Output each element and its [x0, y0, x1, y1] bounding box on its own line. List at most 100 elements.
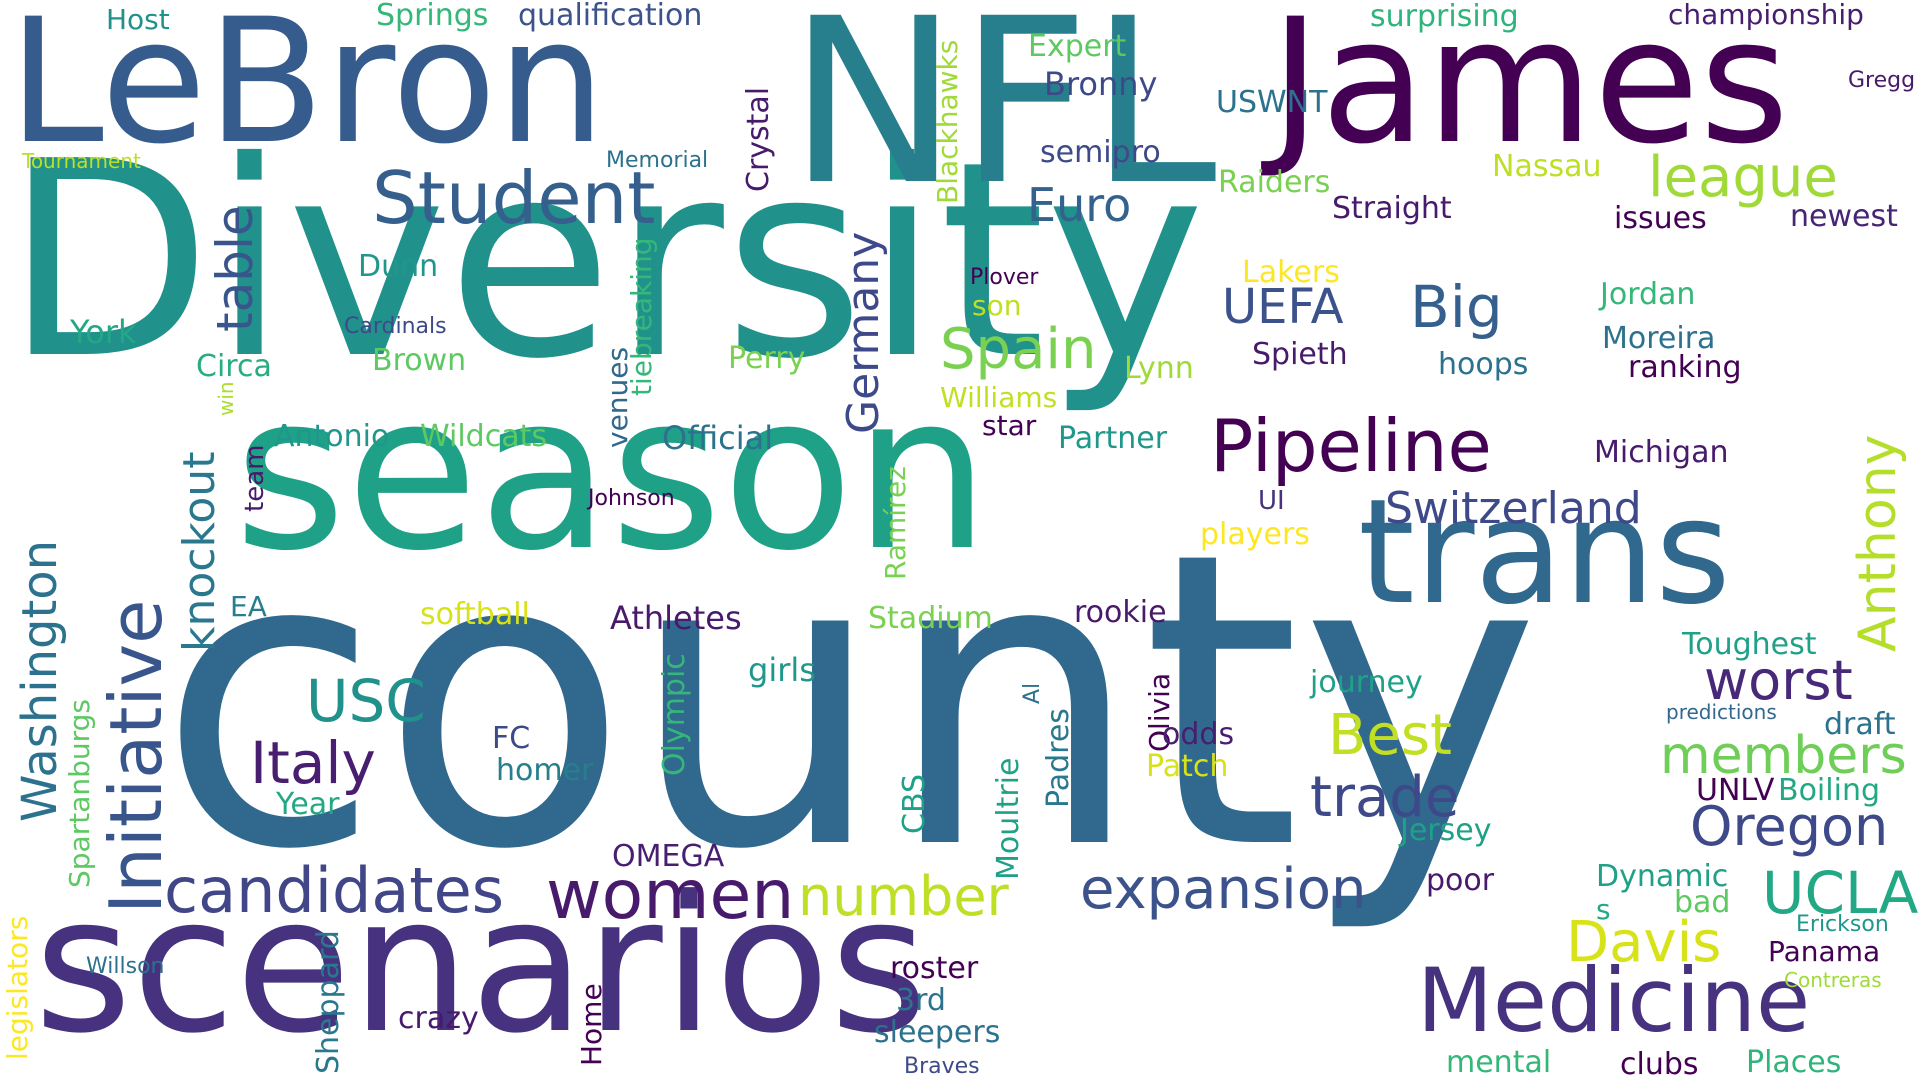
word-plover: Plover — [970, 265, 1039, 290]
word-girls: girls — [748, 651, 816, 689]
word-partner: Partner — [1058, 421, 1168, 456]
word-springs: Springs — [376, 0, 489, 33]
word-dynamic: Dynamic — [1596, 859, 1729, 894]
word-initiative: Initiative — [94, 599, 178, 914]
word-medicine: Medicine — [1417, 949, 1811, 1052]
word-student: Student — [372, 156, 656, 240]
word-spain: Spain — [940, 317, 1097, 382]
word-antonio: Antonio — [274, 419, 390, 454]
word-team: team — [240, 444, 270, 512]
word-oregon: Oregon — [1690, 795, 1889, 858]
word-panama: Panama — [1768, 935, 1881, 968]
word-best: Best — [1328, 703, 1453, 768]
word-sleepers: sleepers — [874, 1015, 1001, 1050]
word-softball: softball — [420, 597, 530, 632]
word-big: Big — [1410, 273, 1503, 341]
word-switzerland: Switzerland — [1385, 483, 1642, 534]
word-stadium: Stadium — [868, 601, 993, 636]
word-championship: championship — [1668, 0, 1864, 31]
word-usc: USC — [306, 667, 426, 735]
word-willson: Willson — [86, 954, 165, 979]
word-tournament: Tournament — [22, 149, 141, 173]
word-ea: EA — [230, 590, 267, 623]
word-ui: UI — [1258, 486, 1285, 516]
word-johnson: Johnson — [588, 486, 675, 511]
word-semipro: semipro — [1040, 135, 1161, 170]
word-homer: homer — [496, 753, 594, 788]
word-diversity: Diversity — [4, 103, 1206, 418]
word-journey: journey — [1310, 665, 1423, 700]
word-worst: worst — [1704, 649, 1853, 712]
word-expansion: expansion — [1080, 857, 1367, 922]
word-lebron: LeBron — [8, 0, 606, 182]
word-mental: mental — [1446, 1045, 1552, 1080]
word-patch: Patch — [1146, 749, 1229, 784]
word-raiders: Raiders — [1218, 165, 1331, 200]
word-moultrie: Moultrie — [991, 757, 1026, 880]
word-county: county — [158, 466, 1541, 938]
word-women: women — [546, 856, 795, 935]
word-blackhawks: Blackhawks — [931, 39, 964, 204]
word-sheppard: Sheppard — [311, 930, 346, 1074]
word-dunn: Dunn — [358, 249, 439, 284]
word-uefa: UEFA — [1222, 279, 1344, 335]
word-knockout: knockout — [174, 451, 225, 652]
word-wildcats: Wildcats — [420, 419, 547, 454]
word-jersey: Jersey — [1400, 813, 1492, 848]
word-draft: draft — [1824, 707, 1896, 742]
word-ramirez: Ramírez — [879, 466, 912, 580]
word-spieth: Spieth — [1252, 337, 1348, 372]
word-lynn: Lynn — [1124, 351, 1194, 386]
word-uswnt: USWNT — [1216, 85, 1328, 120]
word-williams: Williams — [940, 381, 1058, 414]
word-brown: Brown — [372, 343, 467, 378]
word-nassau: Nassau — [1492, 149, 1602, 184]
word-venues: venues — [601, 346, 634, 448]
word-italy: Italy — [250, 729, 376, 797]
word-omega: OMEGA — [612, 839, 725, 874]
word-boiling: Boiling — [1778, 773, 1880, 808]
word-fc: FC — [492, 721, 531, 756]
word-expert: Expert — [1028, 29, 1127, 64]
word-padres: Padres — [1041, 708, 1076, 808]
word-crystal: Crystal — [741, 86, 776, 192]
word-germany: Germany — [838, 231, 889, 434]
word-s: s — [1596, 893, 1611, 926]
word-memorial: Memorial — [606, 148, 709, 173]
word-issues: issues — [1614, 201, 1707, 236]
word-players: players — [1200, 517, 1310, 552]
word-win: win — [214, 381, 238, 416]
word-anthony: Anthony — [1848, 434, 1908, 652]
word-pipeline: Pipeline — [1210, 404, 1492, 488]
word-clubs: clubs — [1620, 1047, 1699, 1080]
word-odds: odds — [1162, 717, 1235, 752]
word-ranking: ranking — [1628, 350, 1742, 385]
word-star: star — [982, 409, 1037, 442]
word-3rd: 3rd — [896, 983, 946, 1018]
word-newest: newest — [1790, 199, 1898, 234]
word-braves: Braves — [904, 1054, 980, 1079]
word-surprising: surprising — [1370, 0, 1519, 34]
word-athletes: Athletes — [610, 599, 742, 637]
word-erickson: Erickson — [1796, 912, 1889, 937]
word-washington: Washington — [12, 539, 68, 822]
word-james: James — [1270, 0, 1790, 182]
word-trans: trans — [1358, 468, 1731, 637]
word-roster: roster — [890, 951, 979, 986]
word-crazy: crazy — [398, 1001, 479, 1036]
word-host: Host — [106, 3, 170, 36]
word-season: season — [234, 347, 990, 598]
word-year: Year — [276, 787, 340, 822]
word-bad: bad — [1674, 885, 1731, 920]
word-predictions: predictions — [1666, 700, 1777, 724]
word-gregg: Gregg — [1848, 68, 1916, 93]
word-circa: Circa — [196, 349, 272, 384]
word-number: number — [798, 865, 1009, 928]
word-york: York — [70, 313, 137, 351]
word-olympic: Olympic — [657, 653, 692, 776]
word-contreras: Contreras — [1784, 968, 1882, 992]
word-candidates: candidates — [164, 854, 505, 927]
word-league: league — [1648, 145, 1838, 210]
word-official: Official — [662, 419, 774, 457]
